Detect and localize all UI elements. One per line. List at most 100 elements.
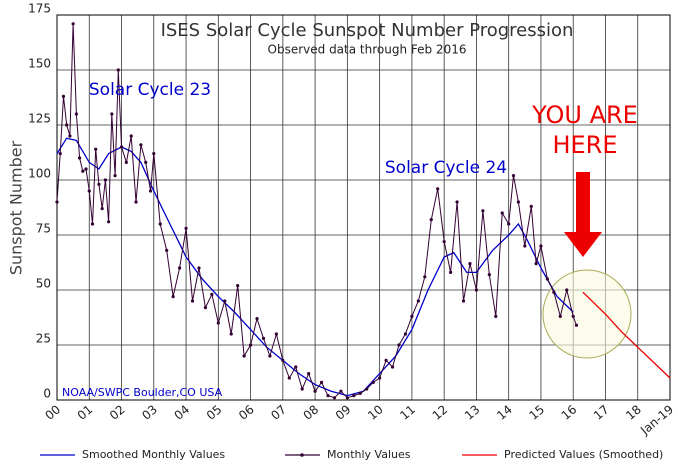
- data-point: [523, 244, 527, 248]
- data-point: [319, 380, 324, 384]
- data-point: [97, 182, 101, 186]
- data-point: [455, 200, 459, 204]
- data-point: [500, 211, 504, 215]
- data-point: [307, 372, 311, 376]
- data-point: [255, 317, 259, 321]
- data-point: [534, 262, 538, 266]
- data-point: [287, 376, 291, 380]
- data-point: [178, 266, 182, 270]
- data-point: [248, 343, 253, 347]
- legend-label: Monthly Values: [327, 448, 411, 461]
- y-tick-label: 0: [43, 387, 51, 401]
- data-point: [110, 112, 114, 116]
- data-point: [545, 277, 550, 281]
- data-point: [100, 207, 104, 211]
- legend-label: Predicted Values (Smoothed): [504, 448, 663, 461]
- data-point: [223, 299, 227, 303]
- data-point: [423, 275, 427, 279]
- data-point: [71, 22, 75, 26]
- data-point: [358, 391, 362, 395]
- data-point: [442, 240, 446, 244]
- data-point: [103, 178, 107, 182]
- arrow: [564, 172, 602, 257]
- data-point: [416, 299, 420, 303]
- y-tick-label: 150: [28, 57, 51, 71]
- data-point: [371, 380, 375, 384]
- plot-frame: [56, 14, 671, 401]
- data-point: [229, 332, 233, 336]
- data-point: [116, 68, 120, 72]
- data-point: [144, 160, 148, 164]
- annotation: YOU ARE HERE: [532, 101, 638, 159]
- data-point: [574, 323, 579, 327]
- data-point: [158, 222, 162, 226]
- y-tick-label: 100: [28, 167, 51, 181]
- data-point: [558, 314, 562, 318]
- data-point: [539, 244, 543, 248]
- data-point: [332, 396, 337, 400]
- data-point: [487, 273, 491, 277]
- data-point: [468, 262, 472, 266]
- data-point: [565, 288, 569, 292]
- data-point: [203, 306, 208, 310]
- data-point: [390, 365, 395, 369]
- data-point: [294, 365, 298, 369]
- data-point: [552, 290, 556, 294]
- data-point: [274, 332, 278, 336]
- data-point: [61, 94, 66, 98]
- data-point: [216, 321, 220, 325]
- data-point: [210, 292, 214, 296]
- data-point: [236, 284, 240, 288]
- series-line: [56, 137, 574, 397]
- data-point: [74, 112, 78, 116]
- data-point: [352, 394, 356, 398]
- data-point: [242, 354, 246, 358]
- data-point: [65, 123, 69, 127]
- data-point: [113, 174, 117, 178]
- data-point: [90, 222, 95, 226]
- data-point: [77, 156, 82, 160]
- data-point: [397, 343, 401, 347]
- data-point: [148, 189, 153, 193]
- data-point: [481, 209, 485, 213]
- data-point: [94, 147, 98, 151]
- legend-marker: [300, 453, 304, 457]
- data-point: [87, 189, 91, 193]
- data-point: [124, 160, 128, 164]
- data-point: [326, 394, 330, 398]
- data-point: [345, 396, 349, 400]
- data-point: [571, 314, 575, 318]
- y-axis-label: Sunspot Number: [7, 140, 26, 275]
- data-point: [261, 336, 266, 340]
- data-point: [165, 248, 169, 252]
- data-point: [84, 167, 88, 171]
- y-tick-label: 125: [28, 112, 51, 126]
- data-point: [429, 218, 433, 222]
- data-point: [58, 152, 62, 156]
- data-point: [134, 200, 138, 204]
- annotation: Solar Cycle 24: [385, 158, 507, 178]
- data-point: [184, 226, 188, 230]
- data-point: [139, 143, 143, 147]
- y-tick-label: 175: [28, 2, 51, 16]
- highlight-circle: [542, 269, 632, 359]
- data-point: [436, 187, 440, 191]
- data-point: [268, 354, 272, 358]
- data-point: [107, 220, 111, 224]
- data-point: [313, 389, 317, 393]
- chart-title: ISES Solar Cycle Sunspot Number Progress…: [161, 20, 574, 41]
- data-point: [384, 358, 388, 362]
- legend-label: Smoothed Monthly Values: [82, 448, 225, 461]
- y-tick-label: 25: [36, 332, 51, 346]
- data-point: [516, 200, 520, 204]
- data-point: [152, 152, 156, 156]
- data-point: [474, 288, 479, 292]
- data-point: [461, 299, 466, 303]
- data-point: [81, 169, 85, 173]
- data-point: [190, 299, 195, 303]
- y-tick-label: 75: [36, 222, 51, 236]
- data-point: [197, 266, 201, 270]
- legend: Smoothed Monthly Values Monthly Values Pre…: [40, 448, 663, 461]
